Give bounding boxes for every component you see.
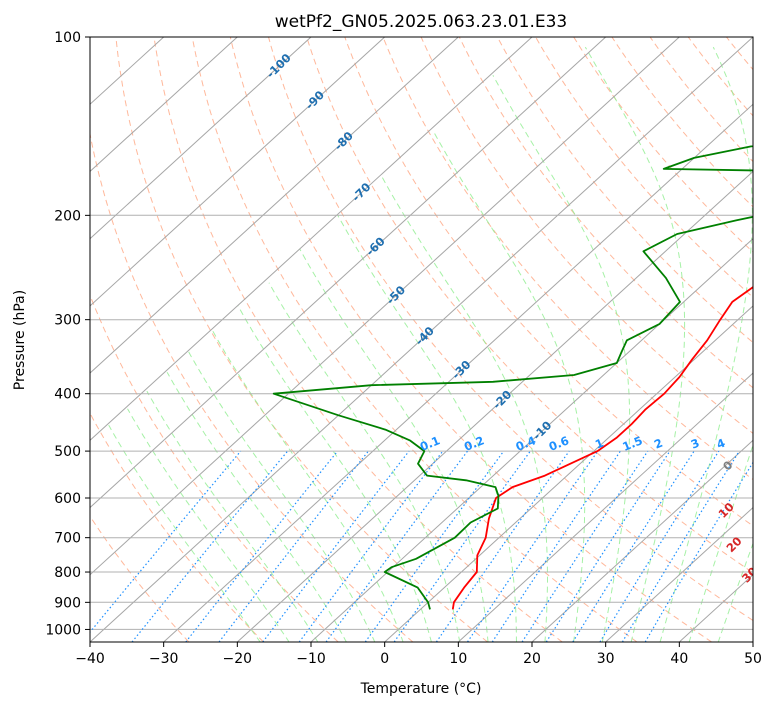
mixing-ratio-line: [90, 450, 242, 633]
x-tick-label: −30: [149, 651, 179, 667]
y-tick-label: 1000: [45, 622, 81, 638]
dry-adiabat-line: [573, 37, 753, 253]
moist-adiabat-line: [299, 248, 489, 642]
mixing-ratio-line: [572, 450, 695, 642]
isotherm-line: [605, 506, 753, 642]
isotherm-line: [384, 305, 753, 642]
dry-adiabat-line: [90, 412, 264, 642]
isotherm-line: [90, 37, 312, 240]
moist-adiabat-line: [337, 215, 517, 642]
dry-adiabat-line: [496, 37, 753, 344]
dry-adiabat-line: [420, 37, 753, 434]
chart-title: wetPf2_GN05.2025.063.23.01.E33: [275, 12, 567, 32]
y-tick-label: 100: [54, 30, 81, 46]
plot-frame: [89, 36, 754, 643]
x-tick-label: 20: [523, 651, 541, 667]
mixing-ratio-line: [325, 450, 468, 642]
dry-adiabat-line: [306, 37, 753, 574]
x-tick-label: 40: [670, 651, 688, 667]
dry-adiabat-line: [90, 131, 414, 642]
mixing-ratio-line: [262, 450, 410, 642]
mixing-ratio-line: [185, 450, 339, 642]
dry-adiabat-line: [115, 37, 488, 642]
moist-adiabat-line: [381, 176, 548, 642]
mixing-ratio-line: [491, 450, 621, 642]
isotherm-line: [90, 37, 533, 442]
dry-adiabat-line: [229, 37, 712, 642]
isotherm-line: [457, 372, 753, 642]
moist-adiabat-line: [188, 351, 376, 642]
mixing-ratio-line: [467, 450, 599, 642]
axes: −40 −30 −20 −10 0 10 20 30 40 50 100 200 300 400 500 60…: [45, 30, 762, 667]
y-tick-label: 200: [54, 208, 81, 224]
y-tick-label: 700: [54, 531, 81, 547]
mixing-ratio-line: [521, 450, 649, 642]
y-axis-title: Pressure (hPa): [12, 290, 28, 390]
isotherm-line: [90, 37, 680, 576]
moist-adiabat-line: [717, 541, 753, 642]
x-tick-label: 10: [449, 651, 467, 667]
moist-adiabat-line: [146, 390, 319, 642]
mixing-ratio-line: [393, 450, 531, 642]
isotherm-line: [163, 103, 753, 642]
x-tick-label: 0: [380, 651, 389, 667]
dry-adiabat-line: [344, 37, 753, 527]
isotherm-line: [90, 37, 238, 173]
moist-adiabat-line: [237, 305, 432, 642]
moist-adiabat-line: [688, 443, 753, 642]
mixing-ratio-line: [621, 450, 740, 642]
dry-adiabat-line: [382, 37, 753, 481]
isotherm-line: [310, 237, 753, 642]
isotherm-line: [236, 170, 753, 642]
moist-adiabat-line: [492, 74, 631, 642]
dry-adiabat-line: [153, 37, 563, 642]
dry-adiabat-line: [458, 37, 753, 389]
temperature-profile-line: [451, 286, 753, 610]
moist-adiabat-line: [584, 46, 686, 642]
y-tick-label: 400: [54, 387, 81, 403]
y-tick-label: 300: [54, 313, 81, 329]
x-tick-label: 30: [597, 651, 615, 667]
moist-adiabat-line: [659, 46, 753, 642]
dry-adiabat-line: [268, 37, 753, 622]
x-tick-label: −10: [296, 651, 326, 667]
x-tick-label: −20: [223, 651, 253, 667]
dry-adiabat-line: [191, 37, 638, 642]
moist-adiabat-line: [127, 408, 290, 642]
mixing-ratio-line: [545, 450, 671, 642]
isotherm-line: [90, 37, 459, 374]
y-tick-label: 600: [54, 491, 81, 507]
plot-area: [90, 37, 753, 642]
mixing-ratio-line: [298, 450, 444, 642]
isotherm-line: [90, 37, 386, 307]
moist-adiabat-line: [211, 329, 404, 642]
x-tick-label: 50: [744, 651, 762, 667]
x-tick-label: −40: [75, 651, 105, 667]
isotherm-line: [531, 439, 753, 642]
isotherm-line: [90, 37, 607, 509]
dewpoint-profile-line: [272, 145, 753, 610]
dry-adiabat-line: [90, 293, 339, 642]
mixing-ratio-line: [131, 450, 289, 642]
moist-adiabat-line: [108, 424, 261, 642]
mixing-ratio-line: [364, 450, 505, 642]
y-tick-label: 900: [54, 595, 81, 611]
y-tick-label: 500: [54, 444, 81, 460]
dry-adiabat-line: [649, 37, 753, 163]
isotherm-line: [90, 37, 753, 642]
moist-adiabat-line: [166, 371, 347, 642]
y-tick-label: 800: [54, 565, 81, 581]
mixing-ratio-line: [435, 450, 570, 642]
x-axis-title: Temperature (°C): [360, 681, 482, 697]
